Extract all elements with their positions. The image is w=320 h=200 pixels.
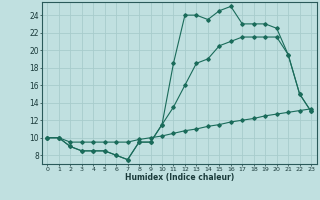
X-axis label: Humidex (Indice chaleur): Humidex (Indice chaleur) [124, 173, 234, 182]
